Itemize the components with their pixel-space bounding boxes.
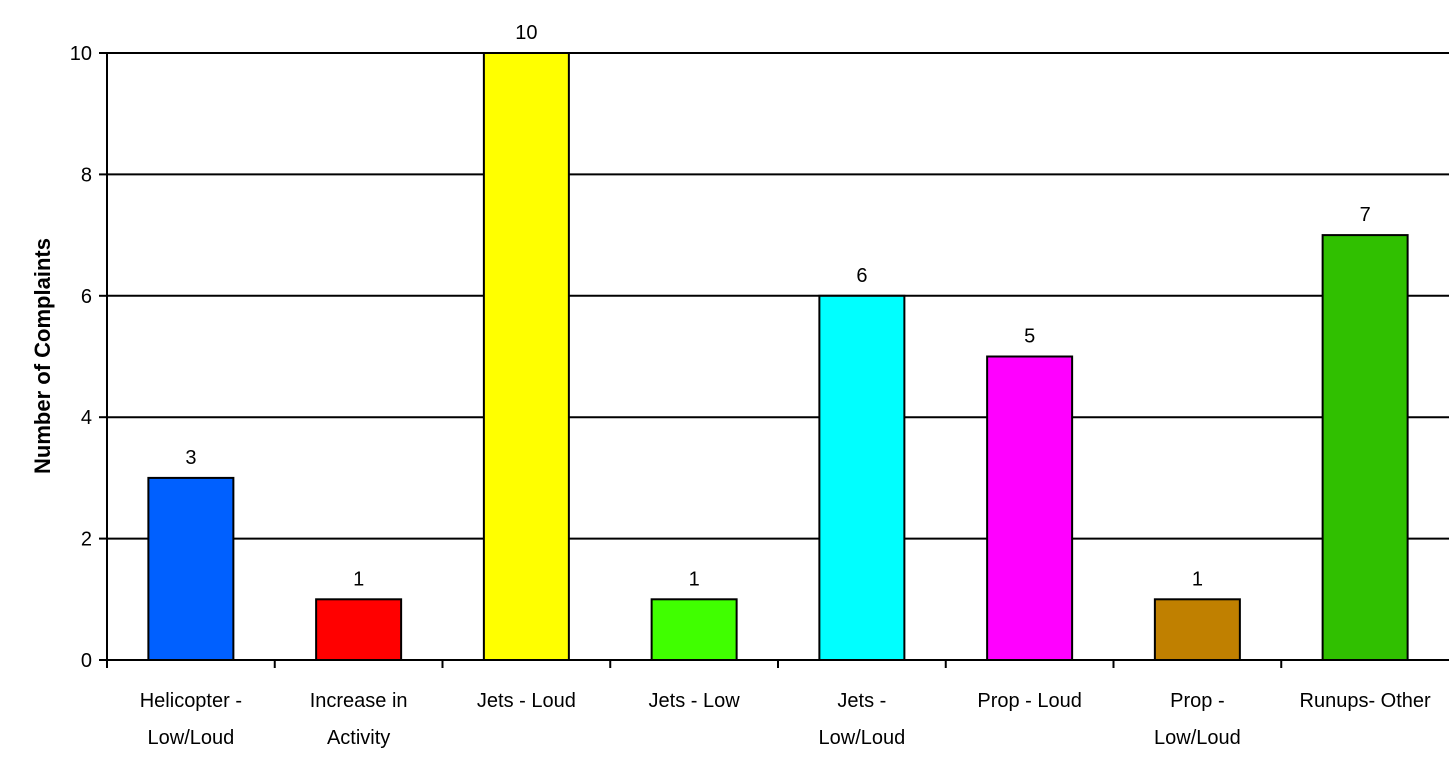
bar [315, 598, 403, 661]
y-tick-label: 10 [70, 43, 92, 65]
data-label: 6 [856, 265, 867, 287]
y-tick-label: 8 [81, 164, 92, 186]
data-label: 7 [1360, 204, 1371, 226]
labels: 0 2 4 6 8 10 3 Helicopter -Low/Loud 1 Increase in… [70, 22, 1431, 749]
bar [986, 355, 1074, 661]
data-label: 5 [1024, 326, 1035, 348]
data-label: 3 [185, 447, 196, 469]
data-label: 1 [353, 568, 364, 590]
x-tick-label: Jets -Low/Loud [819, 690, 906, 749]
y-tick-label: 6 [81, 286, 92, 308]
axes [99, 52, 1449, 668]
y-tick-label: 2 [81, 529, 92, 551]
x-tick-label: Jets - Low [649, 690, 741, 712]
gridlines [107, 52, 1449, 540]
x-tick-label: Prop -Low/Loud [1154, 690, 1241, 749]
x-tick-label: Helicopter -Low/Loud [140, 690, 242, 749]
data-label: 10 [515, 22, 537, 44]
bar [147, 476, 235, 661]
bar [650, 598, 738, 661]
x-tick-label: Runups- Other [1300, 690, 1432, 712]
x-tick-label: Increase in Activity [310, 690, 408, 749]
y-axis-title: Number of Complaints [30, 238, 55, 474]
bar [1153, 598, 1241, 661]
data-label: 1 [1192, 568, 1203, 590]
x-tick-label: Prop - Loud [977, 690, 1082, 712]
data-label: 1 [689, 568, 700, 590]
bars [147, 52, 1409, 661]
bar [818, 294, 906, 661]
y-tick-label: 4 [81, 407, 92, 429]
bar [1321, 234, 1409, 661]
bar [482, 52, 570, 661]
x-tick-label: Jets - Loud [477, 690, 576, 712]
y-tick-label: 0 [81, 650, 92, 672]
